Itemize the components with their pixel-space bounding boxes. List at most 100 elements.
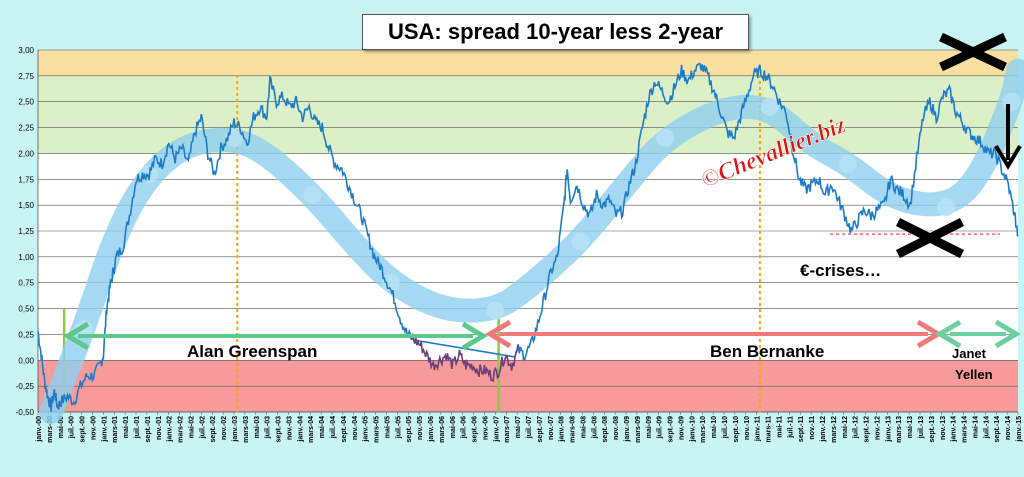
x-tick-label: juil.-14 bbox=[983, 416, 990, 439]
x-tick-label: mai-12 bbox=[842, 416, 849, 438]
bottom-cross-stroke-b bbox=[895, 217, 965, 259]
x-tick-label: nov.-09 bbox=[678, 416, 685, 440]
y-tick-label: 0,25 bbox=[18, 330, 34, 339]
x-tick-label: janv.-14 bbox=[951, 416, 958, 443]
x-tick-label: janv.-11 bbox=[755, 416, 762, 442]
x-tick-label: mars-06 bbox=[439, 416, 446, 443]
x-tick-label: juil.-00 bbox=[69, 416, 76, 439]
x-tick-label: mai-02 bbox=[188, 416, 195, 438]
trend-dot bbox=[760, 97, 779, 116]
x-tick-label: mai-07 bbox=[515, 416, 522, 438]
x-tick-label: sept.-12 bbox=[864, 416, 871, 443]
x-tick-label: janv.-05 bbox=[363, 416, 370, 443]
x-tick-label: nov.-08 bbox=[613, 416, 620, 440]
x-tick-label: juil.-11 bbox=[787, 416, 794, 439]
y-tick-label: -0,50 bbox=[16, 408, 35, 417]
x-tick-label: nov.-03 bbox=[286, 416, 293, 440]
x-tick-label: nov.-06 bbox=[482, 416, 489, 440]
x-tick-label: juil.-12 bbox=[853, 416, 860, 439]
x-tick-label: nov.-00 bbox=[90, 416, 97, 440]
x-tick-label: janv.-02 bbox=[167, 416, 174, 443]
series-line-main bbox=[37, 62, 1019, 412]
x-axis: janv.-00 mars-00 mai-00 juil.-00 sept.-00 nov… bbox=[36, 412, 1023, 443]
x-tick-label: sept.-13 bbox=[929, 416, 936, 443]
x-tick-label: janv.-15 bbox=[1016, 416, 1023, 443]
x-tick-label: juil.-09 bbox=[657, 416, 664, 439]
x-tick-label: nov.-01 bbox=[156, 416, 163, 440]
y-tick-label: 2,25 bbox=[18, 124, 34, 133]
x-tick-label: sept.-14 bbox=[994, 416, 1001, 443]
trend-dot bbox=[1002, 92, 1021, 111]
top-cross-stroke-b bbox=[939, 32, 1007, 72]
x-tick-label: mai-13 bbox=[907, 416, 914, 438]
y-tick-label: 2,00 bbox=[18, 149, 34, 158]
x-tick-label: mars-13 bbox=[896, 416, 903, 443]
x-tick-label: nov.-13 bbox=[940, 416, 947, 440]
x-tick-label: juil.-05 bbox=[395, 416, 402, 439]
trend-dot bbox=[839, 154, 858, 173]
x-tick-label: nov.-04 bbox=[352, 416, 359, 440]
series-line-inverted-segment bbox=[409, 332, 519, 383]
x-tick-label: juil.-10 bbox=[722, 416, 729, 439]
x-tick-label: mars-02 bbox=[178, 416, 185, 443]
trend-dot bbox=[571, 232, 590, 251]
yellen-label-last: Yellen bbox=[955, 367, 993, 382]
euro-crises-label: €-crises… bbox=[800, 261, 881, 280]
y-tick-label: 1,75 bbox=[18, 175, 34, 184]
chart-title: USA: spread 10-year less 2-year bbox=[362, 14, 749, 50]
x-tick-label: sept.-04 bbox=[341, 416, 348, 443]
y-tick-label: 3,00 bbox=[18, 46, 34, 55]
x-tick-label: sept.-00 bbox=[80, 416, 87, 443]
series-line bbox=[37, 62, 1019, 412]
yellen-label-first: Janet bbox=[952, 346, 987, 361]
x-tick-label: juil.-13 bbox=[918, 416, 925, 439]
yellen-arrow-head-left bbox=[935, 319, 962, 349]
x-tick-label: mars-01 bbox=[112, 416, 119, 443]
x-tick-label: nov.-05 bbox=[417, 416, 424, 440]
x-tick-label: mai-01 bbox=[123, 416, 130, 438]
yellen-arrow-head-right bbox=[994, 319, 1021, 349]
x-tick-label: sept.-11 bbox=[798, 416, 805, 442]
x-tick-label: mars-12 bbox=[831, 416, 838, 443]
y-tick-label: -0,25 bbox=[16, 382, 35, 391]
x-tick-label: janv.-00 bbox=[36, 416, 43, 443]
y-tick-label: 0,75 bbox=[18, 279, 34, 288]
x-tick-label: juil.-08 bbox=[591, 416, 598, 439]
x-tick-label: janv.-04 bbox=[297, 416, 304, 443]
x-tick-label: juil.-04 bbox=[330, 416, 337, 439]
x-tick-label: sept.-07 bbox=[537, 416, 544, 443]
x-tick-label: nov.-12 bbox=[874, 416, 881, 440]
x-tick-label: mai-08 bbox=[580, 416, 587, 438]
x-tick-label: mai-06 bbox=[450, 416, 457, 438]
annotations bbox=[63, 32, 1022, 351]
x-tick-label: mars-07 bbox=[504, 416, 511, 443]
trend-dot bbox=[381, 273, 400, 292]
x-tick-label: nov.-07 bbox=[548, 416, 555, 440]
x-tick-label: nov.-11 bbox=[809, 416, 816, 440]
bernanke-arrow-head-left bbox=[485, 319, 512, 349]
y-tick-label: 1,25 bbox=[18, 227, 34, 236]
x-tick-label: mai-14 bbox=[972, 416, 979, 438]
y-tick-label: 1,00 bbox=[18, 253, 34, 262]
trend-dot bbox=[656, 128, 675, 147]
x-tick-label: janv.-10 bbox=[689, 416, 696, 443]
x-tick-label: mai-10 bbox=[711, 416, 718, 438]
x-tick-label: nov.-14 bbox=[1005, 416, 1012, 440]
x-tick-label: mars-09 bbox=[635, 416, 642, 443]
trend-dot bbox=[937, 198, 956, 217]
x-tick-label: janv.-08 bbox=[559, 416, 566, 443]
x-tick-label: sept.-05 bbox=[406, 416, 413, 443]
x-tick-label: sept.-09 bbox=[668, 416, 675, 443]
x-tick-label: mai-03 bbox=[254, 416, 261, 438]
x-tick-label: mai-11 bbox=[776, 416, 783, 438]
x-tick-label: janv.-13 bbox=[885, 416, 892, 443]
x-tick-label: janv.-07 bbox=[493, 416, 500, 443]
x-tick-label: mars-08 bbox=[570, 416, 577, 443]
y-tick-label: 2,75 bbox=[18, 72, 34, 81]
x-tick-label: mars-14 bbox=[962, 416, 969, 443]
x-tick-label: nov.-02 bbox=[221, 416, 228, 440]
x-tick-label: janv.-01 bbox=[101, 416, 108, 443]
y-tick-label: 1,50 bbox=[18, 201, 34, 210]
x-tick-label: mars-10 bbox=[700, 416, 707, 443]
